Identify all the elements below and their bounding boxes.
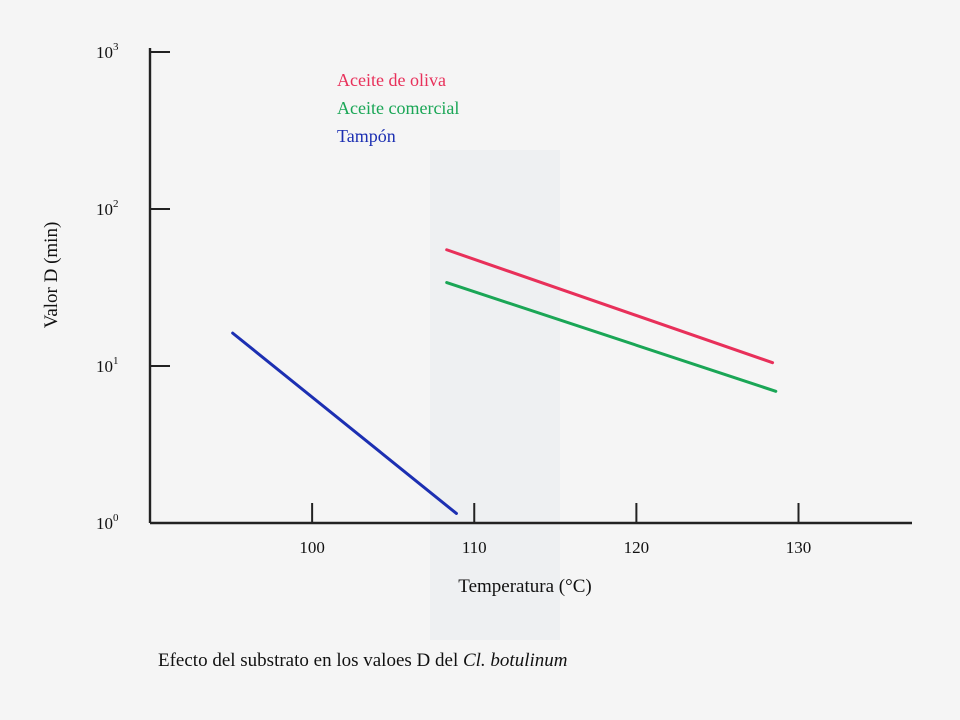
legend-item-tampon: Tampón bbox=[337, 126, 396, 146]
caption-italic: Cl. botulinum bbox=[462, 650, 568, 671]
legend: Aceite de oliva Aceite comercial Tampón bbox=[337, 70, 459, 146]
axes: 100 110 120 130 100 101 102 103 bbox=[96, 41, 912, 557]
x-tick-label: 100 bbox=[299, 538, 325, 557]
y-tick-label: 100 bbox=[96, 512, 119, 533]
x-tick-label: 110 bbox=[462, 538, 487, 557]
series-lines bbox=[231, 248, 778, 515]
y-tick-label: 102 bbox=[96, 198, 119, 219]
series-line-aceite-comercial bbox=[445, 281, 778, 393]
x-tick-label: 130 bbox=[786, 538, 812, 557]
y-tick-label: 103 bbox=[96, 41, 119, 62]
legend-item-aceite-de-oliva: Aceite de oliva bbox=[337, 70, 446, 90]
scan-shade bbox=[430, 150, 560, 640]
series-line-tampon bbox=[231, 331, 458, 515]
x-axis-label: Temperatura (°C) bbox=[458, 576, 591, 597]
caption-text: Efecto del substrato en los valoes D del bbox=[158, 650, 463, 671]
series-line-aceite-de-oliva bbox=[445, 248, 775, 365]
x-tick-label: 120 bbox=[624, 538, 650, 557]
figure-caption: Efecto del substrato en los valoes D del… bbox=[158, 650, 568, 672]
y-axis-label: Valor D (min) bbox=[41, 222, 62, 329]
legend-item-aceite-comercial: Aceite comercial bbox=[337, 98, 459, 118]
y-tick-label: 101 bbox=[96, 355, 119, 376]
